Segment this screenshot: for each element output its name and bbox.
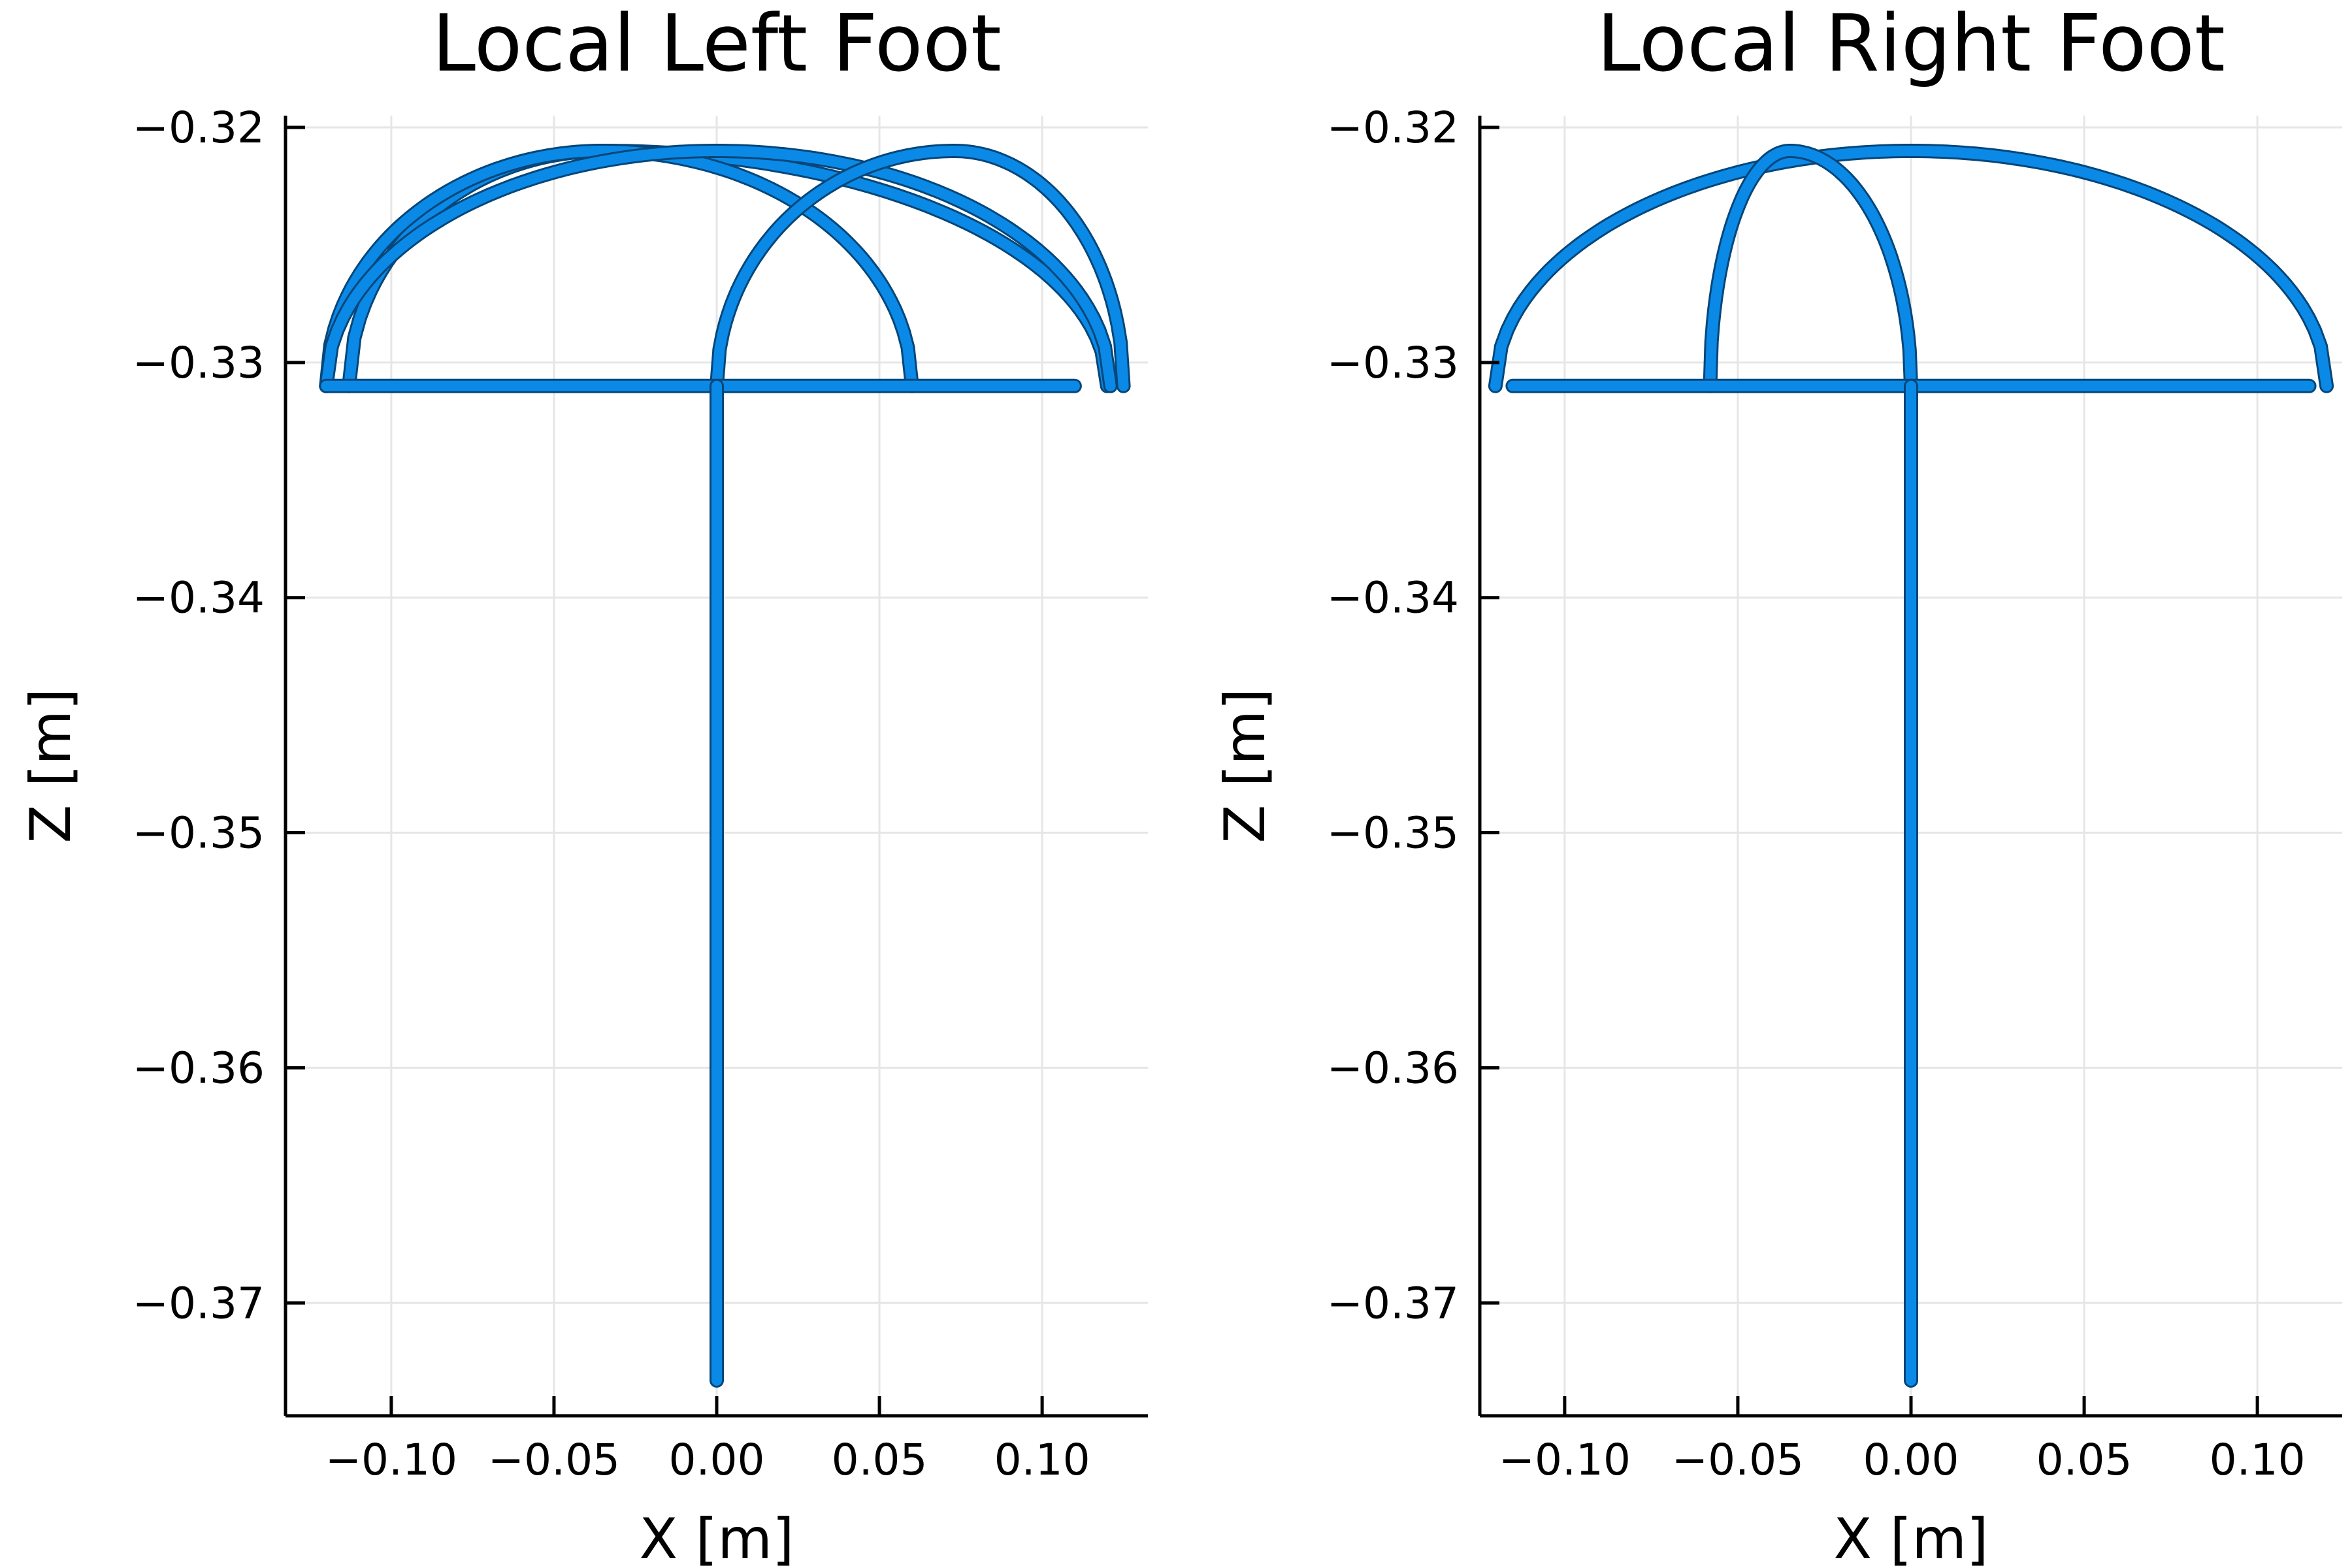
left-foot-x-tick-label: −0.10 bbox=[325, 1435, 457, 1485]
left-foot-y-tick-label: −0.35 bbox=[133, 808, 265, 858]
left-foot-y-tick-label: −0.33 bbox=[133, 338, 265, 388]
left-foot-title: Local Left Foot bbox=[432, 0, 1002, 90]
left-foot-x-tick-label: 0.00 bbox=[669, 1435, 765, 1485]
left-foot-series-2 bbox=[321, 146, 1116, 391]
left-foot-x-tick-label: 0.10 bbox=[994, 1435, 1090, 1485]
right-foot-x-tick-label: −0.05 bbox=[1672, 1435, 1804, 1485]
left-foot-y-tick-label: −0.32 bbox=[133, 103, 265, 153]
right-foot-y-tick-label: −0.37 bbox=[1327, 1278, 1459, 1328]
left-foot-y-tick-label: −0.37 bbox=[133, 1278, 265, 1328]
right-foot-series-1 bbox=[1705, 146, 1916, 391]
right-foot-x-tick-label: 0.10 bbox=[2210, 1435, 2306, 1485]
right-foot-chart: −0.10 −0.05 0.00 0.05 0.10 −0.32 −0.33 −0.34 −0.… bbox=[1213, 0, 2342, 1568]
right-foot-x-tick-label: 0.00 bbox=[1863, 1435, 1959, 1485]
left-foot-x-tick-label: −0.05 bbox=[488, 1435, 620, 1485]
left-foot-marks bbox=[319, 144, 1131, 1388]
left-foot-ticks: −0.10 −0.05 0.00 0.05 0.10 −0.32 −0.33 −0.34 −0.… bbox=[133, 103, 1090, 1485]
left-foot-y-tick-label: −0.36 bbox=[133, 1043, 265, 1093]
right-foot-x-tick-label: −0.10 bbox=[1499, 1435, 1631, 1485]
right-foot-title: Local Right Foot bbox=[1597, 0, 2225, 90]
right-foot-marks bbox=[1488, 144, 2334, 1388]
right-foot-y-tick-label: −0.32 bbox=[1327, 103, 1459, 153]
left-foot-x-tick-label: 0.05 bbox=[832, 1435, 928, 1485]
right-foot-x-axis-label: X [m] bbox=[1833, 1507, 1988, 1568]
right-foot-series-0 bbox=[1490, 146, 2332, 391]
right-foot-y-tick-label: −0.35 bbox=[1327, 808, 1459, 858]
right-foot-y-tick-label: −0.34 bbox=[1327, 573, 1459, 623]
right-foot-y-axis-label: Z [m] bbox=[1213, 688, 1278, 843]
right-foot-ticks: −0.10 −0.05 0.00 0.05 0.10 −0.32 −0.33 −0.34 −0.… bbox=[1327, 103, 2306, 1485]
left-foot-x-axis-label: X [m] bbox=[639, 1507, 794, 1568]
left-foot-y-axis-label: Z [m] bbox=[18, 688, 84, 843]
left-foot-chart: −0.10 −0.05 0.00 0.05 0.10 −0.32 −0.33 −0.34 −0.… bbox=[18, 0, 1148, 1568]
right-foot-y-tick-label: −0.36 bbox=[1327, 1043, 1459, 1093]
right-foot-y-tick-label: −0.33 bbox=[1327, 338, 1459, 388]
left-foot-y-tick-label: −0.34 bbox=[133, 573, 265, 623]
left-foot-series-3 bbox=[711, 146, 1129, 391]
right-foot-x-tick-label: 0.05 bbox=[2036, 1435, 2132, 1485]
